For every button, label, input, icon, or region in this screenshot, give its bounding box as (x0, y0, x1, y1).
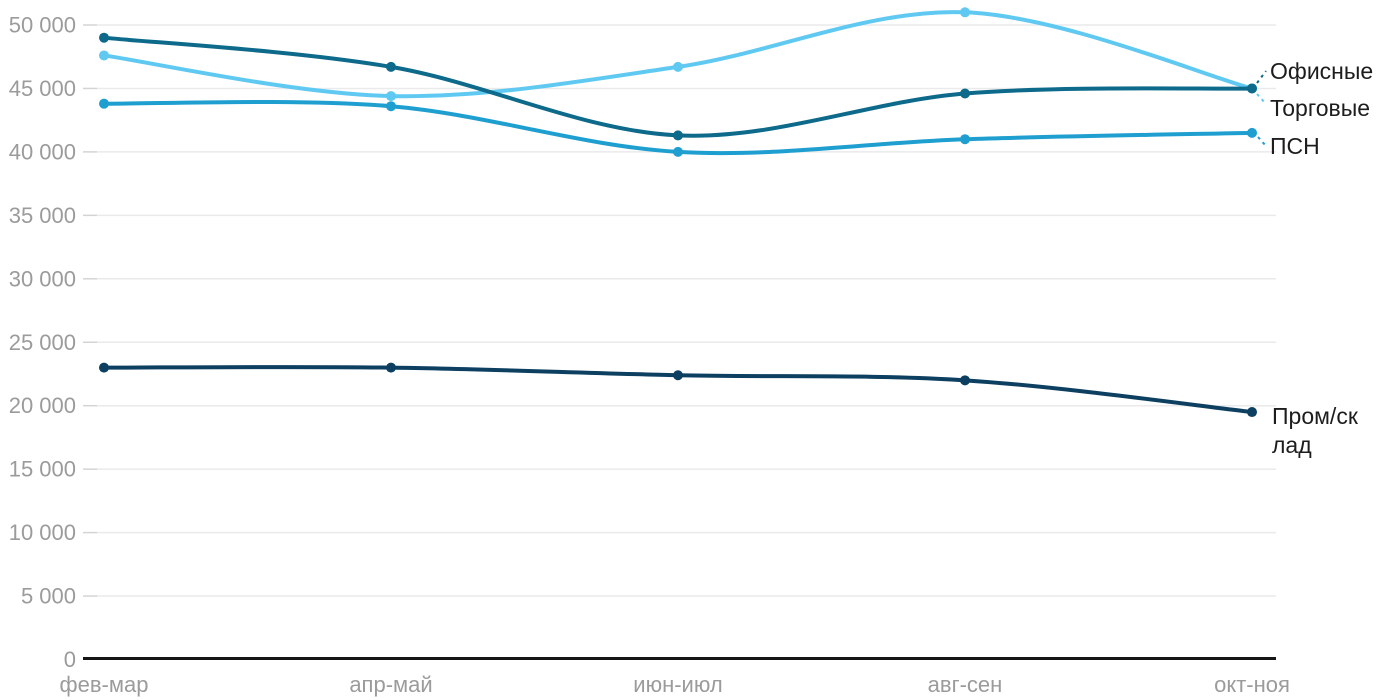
data-point-ofisnye[interactable] (673, 130, 683, 141)
data-point-torgovye[interactable] (99, 50, 109, 61)
y-axis-label: 0 (64, 647, 76, 672)
data-point-ofisnye[interactable] (386, 61, 396, 72)
y-axis-label: 40 000 (9, 139, 76, 164)
data-point-prom-sklad[interactable] (1247, 407, 1257, 418)
leader-line-psn (1257, 136, 1267, 147)
series-line-psn (102, 99, 1254, 156)
data-point-prom-sklad[interactable] (960, 375, 970, 386)
data-point-torgovye[interactable] (386, 91, 396, 102)
data-point-psn[interactable] (960, 134, 970, 145)
y-axis-label: 25 000 (9, 330, 76, 355)
data-point-prom-sklad[interactable] (386, 362, 396, 373)
x-axis-label: авг-сен (928, 672, 1003, 697)
y-axis-label: 20 000 (9, 393, 76, 418)
data-point-torgovye[interactable] (673, 61, 683, 72)
y-axis-label: 50 000 (9, 13, 76, 38)
x-axis-label: апр-май (349, 672, 432, 697)
series-label-psn: ПСН (1270, 133, 1320, 159)
x-axis-label: окт-ноя (1214, 672, 1290, 697)
series-label-prom-sklad: Пром/склад (1272, 403, 1358, 458)
y-axis-label: 30 000 (9, 266, 76, 291)
data-point-psn[interactable] (673, 146, 683, 157)
data-point-psn[interactable] (386, 101, 396, 112)
data-point-torgovye[interactable] (960, 7, 970, 18)
leader-line-ofisnye (1256, 70, 1267, 84)
data-point-ofisnye[interactable] (1247, 83, 1257, 94)
data-point-ofisnye[interactable] (99, 32, 109, 43)
data-point-ofisnye[interactable] (960, 88, 970, 99)
data-point-prom-sklad[interactable] (673, 370, 683, 381)
x-axis-label: июн-июл (633, 672, 722, 697)
leader-line-torgovye (1256, 93, 1267, 105)
y-axis-label: 35 000 (9, 203, 76, 228)
data-point-psn[interactable] (99, 98, 109, 109)
data-point-psn[interactable] (1247, 127, 1257, 138)
data-point-prom-sklad[interactable] (99, 362, 109, 373)
x-axis-label: фев-мар (60, 672, 149, 697)
series-label-torgovye: Торговые (1270, 95, 1371, 121)
y-axis-label: 5 000 (21, 584, 76, 609)
y-axis-label: 10 000 (9, 520, 76, 545)
series-label-ofisnye: Офисные (1270, 58, 1374, 84)
y-axis-label: 45 000 (9, 76, 76, 101)
y-axis-label: 15 000 (9, 457, 76, 482)
